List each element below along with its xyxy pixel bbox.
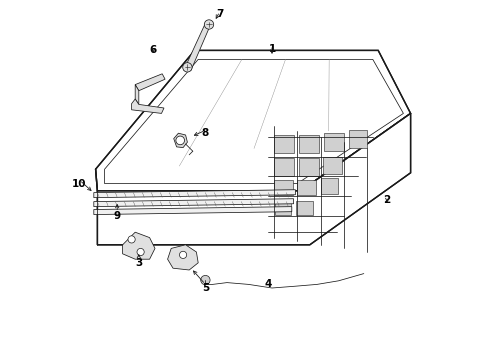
Polygon shape (349, 130, 368, 148)
Text: 1: 1 (269, 44, 275, 54)
Polygon shape (324, 133, 344, 151)
Polygon shape (94, 199, 294, 207)
Text: 5: 5 (202, 283, 209, 293)
Text: 8: 8 (202, 128, 209, 138)
Circle shape (176, 136, 185, 145)
Polygon shape (274, 201, 291, 215)
Polygon shape (299, 135, 319, 153)
Polygon shape (168, 245, 198, 270)
Polygon shape (135, 85, 139, 104)
Polygon shape (122, 232, 155, 259)
Text: 6: 6 (149, 45, 157, 55)
Polygon shape (296, 201, 313, 215)
Text: 2: 2 (384, 195, 391, 205)
Text: 4: 4 (265, 279, 272, 289)
Text: 9: 9 (114, 211, 121, 221)
Polygon shape (96, 50, 411, 191)
Polygon shape (297, 180, 316, 195)
Polygon shape (135, 74, 165, 91)
Circle shape (137, 248, 144, 256)
Polygon shape (98, 113, 411, 245)
Polygon shape (174, 133, 187, 148)
Polygon shape (94, 190, 295, 198)
Circle shape (204, 20, 214, 29)
Polygon shape (132, 99, 164, 113)
Polygon shape (184, 22, 212, 70)
Circle shape (179, 251, 187, 258)
Circle shape (183, 63, 192, 72)
Polygon shape (274, 180, 293, 195)
Polygon shape (274, 135, 294, 153)
Circle shape (128, 236, 135, 243)
Text: 10: 10 (72, 179, 87, 189)
Text: 3: 3 (135, 258, 143, 268)
Polygon shape (320, 178, 338, 194)
Text: 7: 7 (216, 9, 223, 19)
Polygon shape (274, 158, 294, 176)
Circle shape (201, 275, 210, 285)
Polygon shape (94, 207, 292, 215)
Polygon shape (323, 157, 342, 174)
Polygon shape (299, 158, 319, 176)
